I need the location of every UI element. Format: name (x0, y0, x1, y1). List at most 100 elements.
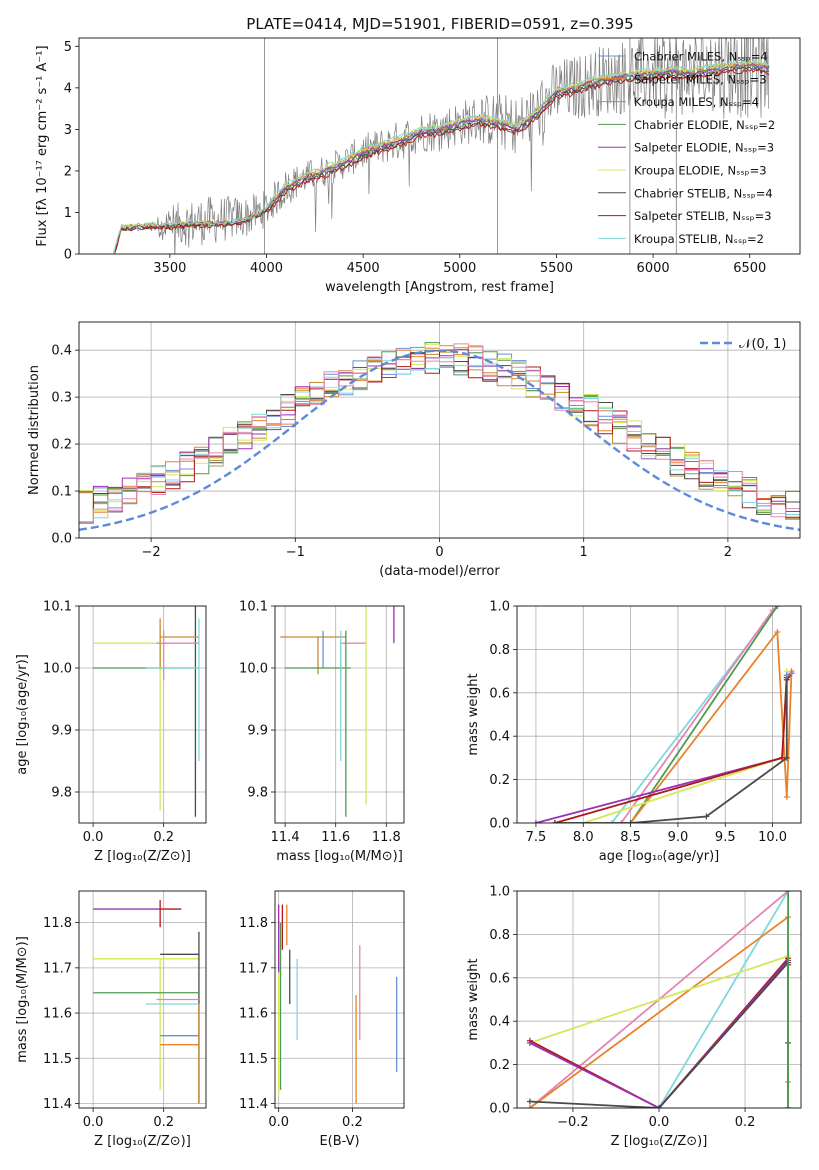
x-tick-label: 11.8 (372, 830, 401, 845)
x-tick-label: 5000 (443, 261, 476, 276)
model-spectrum (113, 63, 770, 254)
y-tick-label: 0.4 (489, 1015, 510, 1030)
y-axis-label: age [log₁₀(age/yr)] (15, 654, 30, 775)
x-axis-label: E(B-V) (319, 1134, 359, 1149)
y-tick-label: 0 (64, 248, 72, 263)
y-axis-label: mass weight (466, 673, 481, 755)
y-tick-label: 0.0 (489, 817, 510, 832)
x-tick-label: 8.0 (573, 830, 594, 845)
mass-weight-line (583, 671, 788, 823)
mass-weight-line (629, 606, 779, 823)
plot-area (79, 891, 206, 1108)
y-axis-label: mass weight (466, 958, 481, 1040)
x-tick-label: 0.2 (735, 1115, 756, 1130)
plot-area (79, 606, 206, 823)
x-tick-label: 7.5 (526, 830, 547, 845)
legend-label: Chabrier STELIB, Nₛₛₚ=4 (634, 186, 773, 200)
legend-label: 𝒩(0, 1) (739, 337, 786, 352)
panel-mass-weight-vs-Z: −0.2 0.0 0.2 0.0 0.2 0.4 0.6 0.8 1.0 Z [log₁₀(Z/Z… (466, 885, 802, 1149)
y-tick-label: 0.6 (489, 971, 510, 986)
y-tick-label: 9.8 (51, 786, 72, 801)
x-tick-label: 9.5 (715, 830, 736, 845)
x-tick-label: 0.0 (83, 1115, 104, 1130)
y-tick-label: 0.3 (51, 391, 72, 406)
axes-frame (516, 605, 802, 824)
mass-weight-line (535, 675, 788, 823)
mass-weight-line (629, 629, 793, 823)
panel-mass-weight-vs-age: 7.5 8.0 8.5 9.0 9.5 10.0 0.0 0.2 0.4 0.6 0.8 1.0 age… (466, 600, 802, 864)
y-tick-label: 10.1 (239, 600, 268, 615)
plot-area (275, 606, 404, 823)
model-spectrum (113, 58, 770, 254)
axes-frame (78, 321, 801, 539)
x-axis-label: age [log₁₀(age/yr)] (599, 849, 720, 864)
y-tick-label: 0.8 (489, 643, 510, 658)
y-tick-label: 0.2 (489, 1058, 510, 1073)
x-tick-label: 4500 (347, 261, 380, 276)
legend-label: Salpeter ELODIE, Nₛₛₚ=3 (634, 141, 774, 155)
y-tick-label: 11.7 (239, 961, 268, 976)
y-axis-label: mass [log₁₀(M/M⊙)] (15, 936, 30, 1063)
x-tick-label: 5500 (540, 261, 573, 276)
plot-area (113, 38, 770, 254)
panel-spectrum: 3500 4000 4500 5000 5500 6000 6500 0 1 2 3 4 5 wavele… (35, 37, 801, 295)
y-tick-label: 11.4 (239, 1097, 268, 1112)
panel-mass-vs-EBV: 0.0 0.2 11.4 11.5 11.6 11.7 11.8 E(B-V) (239, 890, 405, 1149)
x-axis-label: Z [log₁₀(Z/Z⊙)] (94, 849, 191, 864)
x-axis-label: wavelength [Angstrom, rest frame] (325, 280, 554, 295)
y-axis-label: Flux [fλ 10⁻¹⁷ erg cm⁻² s⁻¹ A⁻¹] (35, 45, 50, 246)
y-tick-label: 10.0 (239, 662, 268, 677)
plot-area (275, 891, 404, 1108)
legend-label: Kroupa ELODIE, Nₛₛₚ=3 (634, 164, 767, 178)
axes-frame (78, 37, 801, 255)
plot-area (517, 891, 801, 1108)
axes-frame (274, 890, 405, 1109)
y-tick-label: 0.4 (51, 344, 72, 359)
y-tick-label: 10.1 (43, 600, 72, 615)
axes-frame (516, 890, 802, 1109)
legend-label: Chabrier MILES, Nₛₛₚ=4 (634, 50, 768, 64)
y-tick-label: 11.8 (239, 916, 268, 931)
mass-weight-line (620, 606, 778, 823)
mass-weight-line (529, 959, 789, 1108)
plot-area (79, 322, 800, 538)
histogram-series (79, 357, 800, 523)
x-tick-label: 0.0 (268, 1115, 289, 1130)
y-tick-label: 0.4 (489, 730, 510, 745)
y-tick-label: 4 (64, 81, 72, 96)
y-tick-label: 11.6 (43, 1007, 72, 1022)
figure-title: PLATE=0414, MJD=51901, FIBERID=0591, z=0… (246, 15, 633, 33)
x-tick-label: 0.0 (649, 1115, 670, 1130)
legend-label: Salpeter MILES, Nₛₛₚ=3 (634, 72, 767, 86)
axes-frame (78, 890, 207, 1109)
y-tick-label: 0.0 (489, 1102, 510, 1117)
x-axis-label: Z [log₁₀(Z/Z⊙)] (611, 1134, 708, 1149)
x-tick-label: −2 (142, 545, 161, 560)
panel-mass-vs-Z: 0.0 0.2 11.4 11.5 11.6 11.7 11.8 Z [log₁₀(Z/Z⊙)… (15, 890, 207, 1149)
y-tick-label: 1.0 (489, 600, 510, 615)
x-tick-label: 0 (435, 545, 443, 560)
legend-label: Kroupa STELIB, Nₛₛₚ=2 (634, 232, 764, 246)
x-tick-label: 0.2 (342, 1115, 363, 1130)
panel-residuals: −2 −1 0 1 2 0.0 0.1 0.2 0.3 0.4 (data-model)/error… (27, 321, 801, 579)
y-tick-label: 0.2 (489, 773, 510, 788)
y-tick-label: 11.6 (239, 1007, 268, 1022)
y-tick-label: 10.0 (43, 662, 72, 677)
normal-curve (79, 349, 800, 531)
x-tick-label: 1 (580, 545, 588, 560)
x-tick-label: 6500 (733, 261, 766, 276)
x-axis-label: mass [log₁₀(M/M⊙)] (276, 849, 403, 864)
plot-area (517, 606, 801, 823)
y-tick-label: 11.4 (43, 1097, 72, 1112)
y-tick-label: 11.5 (43, 1052, 72, 1067)
y-tick-label: 1.0 (489, 885, 510, 900)
x-tick-label: 0.2 (153, 830, 174, 845)
legend-label: Salpeter STELIB, Nₛₛₚ=3 (634, 209, 772, 223)
x-tick-label: 4000 (250, 261, 283, 276)
x-tick-label: 9.0 (668, 830, 689, 845)
y-tick-label: 0.0 (51, 532, 72, 547)
axes-frame (274, 605, 405, 824)
x-tick-label: 3500 (153, 261, 186, 276)
x-tick-label: 8.5 (620, 830, 641, 845)
